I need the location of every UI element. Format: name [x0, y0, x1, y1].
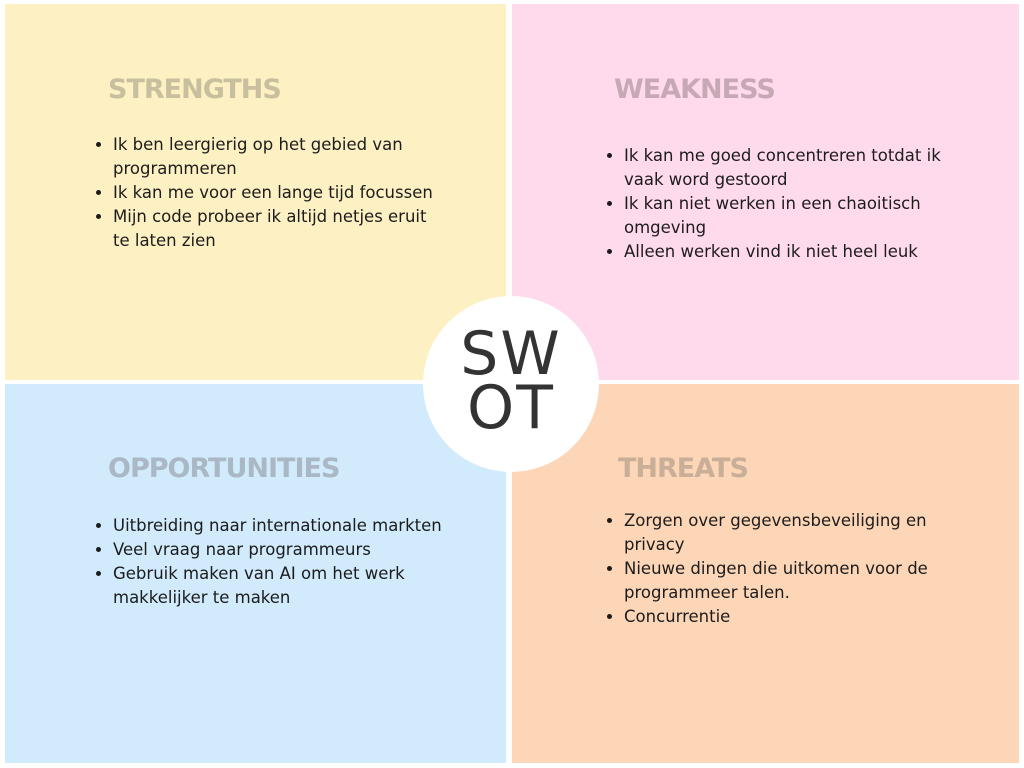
weakness-quadrant: WEAKNESS Ik kan me goed concentreren tot…: [512, 4, 1019, 380]
weakness-title: WEAKNESS: [614, 74, 776, 105]
list-item: Veel vraag naar programmeurs: [113, 538, 448, 562]
threats-list: Zorgen over gegevensbeveiliging en priva…: [604, 509, 944, 629]
weakness-list: Ik kan me goed concentreren totdat ik va…: [604, 144, 964, 264]
threats-quadrant: THREATS Zorgen over gegevensbeveiliging …: [512, 384, 1019, 763]
list-item: Alleen werken vind ik niet heel leuk: [624, 240, 964, 264]
list-item: Mijn code probeer ik altijd netjes eruit…: [113, 205, 443, 253]
opportunities-list: Uitbreiding naar internationale markten …: [93, 514, 448, 610]
strengths-title: STRENGTHS: [108, 74, 282, 105]
opportunities-title: OPPORTUNITIES: [108, 453, 340, 484]
swot-center-circle: SW OT: [423, 296, 599, 472]
list-item: Zorgen over gegevensbeveiliging en priva…: [624, 509, 944, 557]
opportunities-quadrant: OPPORTUNITIES Uitbreiding naar internati…: [5, 384, 506, 763]
list-item: Gebruik maken van AI om het werk makkeli…: [113, 562, 448, 610]
list-item: Uitbreiding naar internationale markten: [113, 514, 448, 538]
list-item: Ik kan me voor een lange tijd focussen: [113, 181, 443, 205]
strengths-list: Ik ben leergierig op het gebied van prog…: [93, 133, 443, 253]
list-item: Nieuwe dingen die uitkomen voor de progr…: [624, 557, 944, 605]
threats-title: THREATS: [618, 453, 749, 484]
list-item: Ik ben leergierig op het gebied van prog…: [113, 133, 443, 181]
strengths-quadrant: STRENGTHS Ik ben leergierig op het gebie…: [5, 4, 506, 380]
list-item: Ik kan niet werken in een chaoitisch omg…: [624, 192, 964, 240]
list-item: Ik kan me goed concentreren totdat ik va…: [624, 144, 964, 192]
list-item: Concurrentie: [624, 605, 944, 629]
swot-label-line-2: OT: [467, 373, 555, 443]
swot-label-line-1: SW: [460, 319, 562, 389]
